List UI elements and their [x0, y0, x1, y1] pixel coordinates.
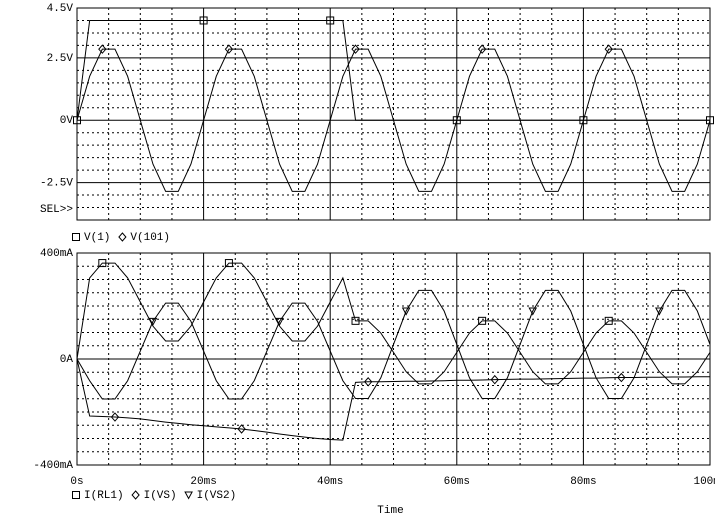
- legend-label: V(1): [84, 232, 110, 244]
- marker: [98, 44, 107, 54]
- legend-label: I(VS): [144, 490, 177, 502]
- marker: [706, 116, 714, 125]
- trace: [76, 262, 711, 385]
- trace: [76, 289, 711, 400]
- marker: [477, 44, 487, 54]
- plot-frame: [76, 7, 711, 221]
- trace: [76, 48, 711, 192]
- x-tick-label: 80ms: [570, 476, 596, 488]
- y-tick-label: 0V: [60, 115, 74, 127]
- marker: [604, 316, 613, 325]
- marker: [199, 16, 208, 25]
- y-tick-label: 0A: [60, 354, 74, 366]
- marker: [224, 259, 233, 268]
- legend-marker: [72, 233, 80, 241]
- legend-marker: [118, 232, 127, 242]
- marker: [528, 307, 538, 316]
- x-tick-label: 100ms: [693, 476, 715, 488]
- y-tick-label: 2.5V: [47, 53, 74, 65]
- y-tick-label: -400mA: [33, 460, 73, 472]
- marker: [604, 44, 613, 54]
- marker: [110, 412, 120, 422]
- legend-marker: [184, 491, 193, 500]
- y-tick-label: 4.5V: [47, 3, 74, 15]
- marker: [579, 116, 588, 125]
- legend-label: I(VS2): [197, 490, 237, 502]
- marker: [490, 374, 499, 385]
- x-tick-label: 60ms: [444, 476, 470, 488]
- y-tick-label: 400mA: [40, 248, 73, 260]
- x-tick-label: 20ms: [190, 476, 216, 488]
- marker: [351, 44, 360, 54]
- marker: [98, 259, 107, 268]
- legend-marker: [72, 491, 80, 499]
- marker: [364, 377, 373, 387]
- legend-label: V(101): [130, 232, 170, 244]
- marker: [401, 307, 411, 316]
- legend-label: I(RL1): [84, 490, 124, 502]
- x-tick-label: 0s: [70, 476, 83, 488]
- marker: [237, 424, 246, 434]
- x-tick-label: 40ms: [317, 476, 343, 488]
- marker: [617, 372, 626, 383]
- marker: [478, 316, 487, 325]
- trace: [76, 358, 710, 441]
- marker: [73, 116, 81, 125]
- marker: [148, 317, 158, 326]
- y-tick-label: -2.5V: [40, 177, 73, 189]
- x-axis-label: Time: [377, 505, 403, 517]
- marker: [452, 116, 461, 125]
- marker: [224, 44, 234, 54]
- marker: [655, 307, 664, 316]
- marker: [326, 16, 335, 25]
- marker: [351, 316, 360, 325]
- marker: [275, 317, 284, 326]
- selector-label: SEL>>: [40, 204, 73, 216]
- legend-marker: [131, 490, 140, 500]
